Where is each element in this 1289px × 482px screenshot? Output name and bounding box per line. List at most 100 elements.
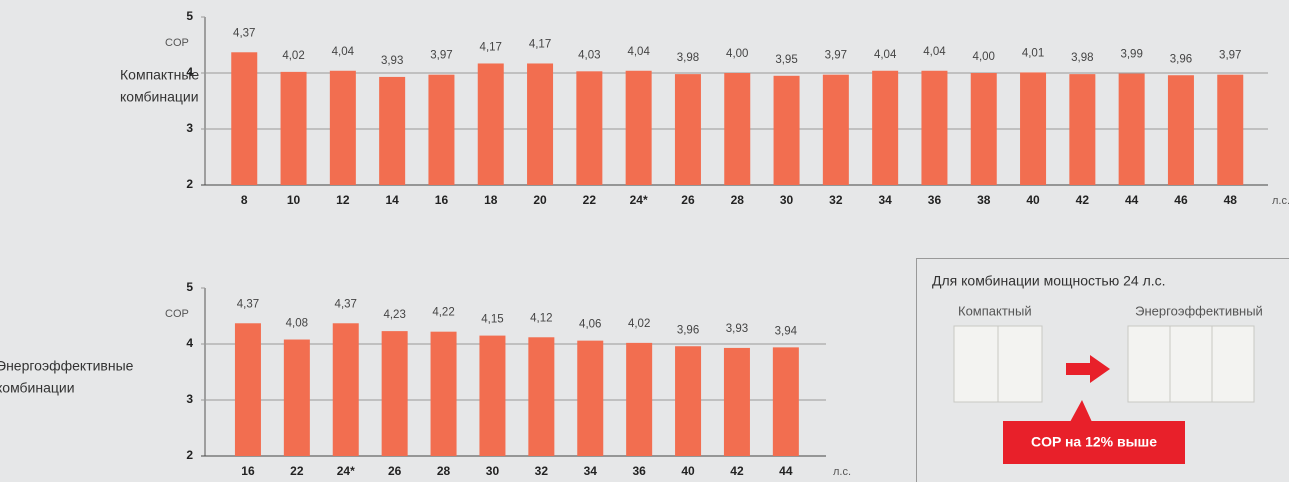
value-label: 4,15 <box>481 314 503 326</box>
x-tick-label: 36 <box>632 464 646 478</box>
x-tick-label: 16 <box>435 193 449 207</box>
x-tick-label: 36 <box>928 193 942 207</box>
x-tick-label: 34 <box>878 193 892 207</box>
y-tick-label: 5 <box>186 280 193 294</box>
bar <box>428 74 455 185</box>
x-tick-label: 30 <box>486 464 500 478</box>
value-label: 4,01 <box>1022 47 1044 59</box>
bar <box>921 70 948 185</box>
value-label: 4,23 <box>383 309 405 321</box>
y-tick-label: 5 <box>186 9 193 23</box>
x-tick-label: 10 <box>287 193 301 207</box>
left-label: Компактный <box>958 303 1032 318</box>
y-tick-label: 3 <box>186 392 193 406</box>
bar <box>1118 73 1145 185</box>
x-tick-label: 22 <box>583 193 597 207</box>
x-tick-label: 40 <box>681 464 695 478</box>
value-label: 3,99 <box>1120 49 1142 61</box>
bar <box>1020 72 1047 185</box>
bar <box>772 347 799 456</box>
value-label: 4,06 <box>579 319 601 331</box>
value-label: 4,00 <box>973 51 995 63</box>
x-tick-label: 42 <box>730 464 744 478</box>
side-label: Компактные <box>120 67 199 83</box>
x-tick-label: 26 <box>388 464 402 478</box>
x-tick-label: 32 <box>829 193 843 207</box>
bar <box>381 331 408 456</box>
x-tick-label: 44 <box>1125 193 1139 207</box>
callout-pointer <box>1070 400 1092 422</box>
x-tick-label: 24* <box>337 464 355 478</box>
value-label: 4,17 <box>480 42 502 54</box>
value-label: 4,08 <box>286 318 308 330</box>
y-tick-label: 4 <box>186 65 193 79</box>
bar <box>1069 74 1096 185</box>
bar <box>970 73 997 185</box>
value-label: 4,22 <box>432 307 454 319</box>
x-tick-label: 20 <box>533 193 547 207</box>
panel-border <box>916 258 1289 482</box>
x-tick-label: 30 <box>780 193 794 207</box>
value-label: 3,97 <box>825 50 847 62</box>
x-tick-label: 14 <box>385 193 399 207</box>
bar <box>626 342 653 456</box>
bar <box>280 71 307 185</box>
side-label: комбинации <box>120 89 199 105</box>
value-label: 4,04 <box>627 46 650 58</box>
bar <box>723 347 750 456</box>
x-tick-label: 28 <box>731 193 745 207</box>
side-label: комбинации <box>0 380 75 396</box>
bar <box>329 70 356 185</box>
x-tick-label: 44 <box>779 464 793 478</box>
bar <box>528 337 555 456</box>
value-label: 3,94 <box>775 325 798 337</box>
efficient-units <box>1127 325 1255 403</box>
value-label: 4,04 <box>923 46 946 58</box>
bar <box>283 339 310 456</box>
bar <box>234 323 261 456</box>
x-tick-label: 24* <box>630 193 648 207</box>
y-tick-label: 3 <box>186 121 193 135</box>
x-tick-label: 46 <box>1174 193 1188 207</box>
value-label: 3,96 <box>1170 53 1192 65</box>
y-axis-label: COP <box>165 308 189 320</box>
value-label: 3,96 <box>677 324 699 336</box>
value-label: 4,37 <box>237 298 259 310</box>
callout-text: COP на 12% выше <box>1031 434 1157 450</box>
bar <box>1217 74 1244 185</box>
value-label: 4,03 <box>578 49 600 61</box>
bar <box>675 346 702 456</box>
value-label: 4,12 <box>530 312 552 324</box>
bar <box>430 331 457 456</box>
arrow <box>1066 355 1110 383</box>
value-label: 4,37 <box>335 298 357 310</box>
value-label: 4,00 <box>726 48 748 60</box>
x-tick-label: 8 <box>241 193 248 207</box>
x-tick-label: 22 <box>290 464 304 478</box>
bar <box>231 52 258 185</box>
y-axis-label: COP <box>165 37 189 49</box>
bar <box>625 70 652 185</box>
value-label: 3,97 <box>430 50 452 62</box>
bar <box>674 74 701 185</box>
bar <box>1167 75 1194 185</box>
bar <box>527 63 554 186</box>
x-tick-label: 42 <box>1076 193 1090 207</box>
y-tick-label: 4 <box>186 336 193 350</box>
bar <box>724 73 751 185</box>
value-label: 3,97 <box>1219 50 1241 62</box>
bar <box>479 335 506 456</box>
value-label: 3,98 <box>677 52 699 64</box>
compact-units <box>953 325 1043 403</box>
value-label: 4,17 <box>529 39 551 51</box>
x-unit: л.с. <box>833 466 851 478</box>
bar <box>477 63 504 186</box>
x-unit: л.с. <box>1272 195 1289 207</box>
value-label: 3,93 <box>381 55 403 67</box>
value-label: 4,37 <box>233 27 255 39</box>
bar <box>577 340 604 456</box>
bar <box>822 74 849 185</box>
y-tick-label: 2 <box>186 177 193 191</box>
right-label: Энергоэффективный <box>1135 303 1263 318</box>
